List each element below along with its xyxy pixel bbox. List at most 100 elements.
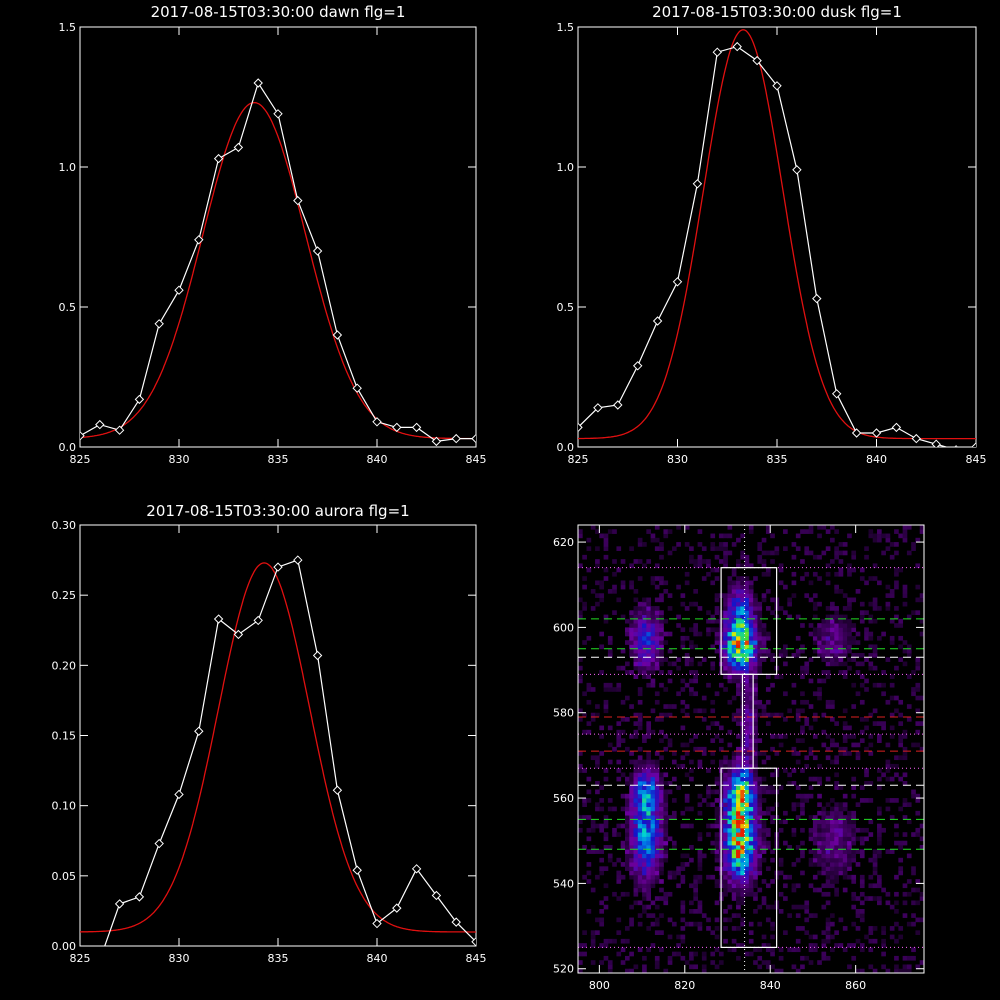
heatmap-cell-326 [633, 866, 639, 871]
heatmap-cell-1237 [727, 657, 733, 662]
heatmap-cell-269 [629, 951, 634, 957]
heatmap-cell-2054 [804, 529, 810, 534]
heatmap-cell-2397 [842, 853, 848, 859]
aurora-xtick-label-1: 830 [169, 952, 190, 965]
heatmap-cell-764 [663, 789, 669, 795]
heatmap-cell-2265 [830, 836, 835, 842]
heatmap-cell-2581 [868, 964, 874, 970]
heatmap-cell-1071 [714, 546, 720, 551]
heatmap-cell-2211 [825, 857, 831, 863]
heatmap-cell-1794 [761, 823, 767, 829]
heatmap-cell-220 [620, 823, 626, 829]
heatmap-cell-2161 [821, 891, 827, 897]
heatmap-cell-628 [654, 921, 660, 927]
heatmap-cell-471 [642, 785, 647, 790]
heatmap-cell-1108 [718, 725, 724, 731]
heatmap-cell-2127 [817, 836, 822, 842]
heatmap-cell-349 [633, 768, 639, 773]
heatmap-cell-1960 [791, 887, 797, 893]
heatmap-cell-1330 [736, 943, 741, 948]
heatmap-cell-103 [599, 909, 605, 914]
heatmap-cell-333 [633, 836, 639, 842]
heatmap-cell-793 [667, 712, 673, 718]
heatmap-cell-979 [701, 708, 707, 714]
dawn-point-6 [194, 235, 204, 245]
heatmap-cell-1768 [757, 635, 763, 641]
heatmap-cell-260 [624, 717, 630, 722]
heatmap-cell-274 [629, 870, 634, 876]
dawn-point-19 [451, 433, 461, 444]
heatmap-cell-1159 [723, 785, 728, 790]
heatmap-cell-1407 [740, 943, 745, 948]
heatmap-cell-2270 [830, 815, 835, 820]
heatmap-cell-2326 [834, 721, 839, 726]
heatmap-cell-647 [654, 815, 660, 820]
heatmap-cell-2527 [855, 589, 861, 594]
heatmap-cell-1484 [740, 584, 745, 590]
heatmap-cell-1990 [795, 793, 801, 799]
heatmap-cell-779 [663, 529, 669, 534]
heatmap-cell-1416 [740, 874, 745, 880]
heatmap-cell-695 [659, 862, 664, 867]
heatmap-cell-1561 [744, 597, 750, 603]
heatmap-cell-1168 [723, 674, 728, 679]
heatmap-cell-2502 [851, 623, 857, 628]
heatmap-cell-506 [646, 891, 652, 897]
heatmap-cell-525 [646, 810, 652, 816]
heatmap-cell-2780 [902, 883, 908, 889]
heatmap-cell-1717 [753, 623, 758, 628]
heatmap-cell-803 [667, 529, 673, 534]
heatmap-cell-1355 [736, 810, 741, 816]
heatmap-cell-2034 [804, 955, 810, 961]
heatmap-cell-710 [659, 798, 664, 803]
heatmap-cell-759 [663, 810, 669, 816]
heatmap-cell-2542 [859, 836, 865, 842]
heatmap-cell-162 [607, 798, 613, 803]
heatmap-cell-1511 [744, 810, 750, 816]
heatmap-cell-2165 [821, 862, 827, 867]
heatmap-cell-1238 [727, 653, 733, 658]
heatmap-cell-1468 [740, 653, 745, 658]
heatmap-cell-693 [659, 870, 664, 876]
heatmap-cell-1058 [714, 648, 720, 654]
heatmap-cell-2545 [859, 785, 865, 790]
heatmap-cell-100 [599, 943, 605, 948]
heatmap-cell-2611 [872, 938, 878, 944]
heatmap-cell-2664 [881, 951, 886, 957]
heatmap-cell-773 [663, 640, 669, 645]
heatmap-cell-1371 [736, 734, 741, 739]
heatmap-cell-1127 [718, 546, 724, 551]
heatmap-cell-2278 [830, 704, 835, 709]
heatmap-cell-147 [603, 576, 609, 581]
heatmap-cell-2596 [868, 734, 874, 739]
heatmap-cell-536 [646, 763, 652, 769]
heatmap-cell-1435 [740, 793, 745, 799]
heatmap-cell-2395 [842, 862, 848, 867]
heatmap-cell-1616 [748, 712, 754, 718]
heatmap-cell-2704 [889, 815, 895, 820]
heatmap-cell-1713 [753, 640, 758, 645]
heatmap-cell-576 [650, 857, 656, 863]
heatmap-cell-1266 [731, 887, 737, 893]
heatmap-cell-1977 [791, 554, 797, 560]
heatmap-cell-22 [582, 951, 587, 957]
heatmap-cell-2622 [872, 708, 878, 714]
heatmap-cell-913 [689, 554, 694, 560]
heatmap-cell-841 [680, 904, 686, 910]
heatmap-cell-1412 [740, 891, 745, 897]
heatmap-cell-418 [637, 687, 643, 692]
heatmap-cell-2094 [812, 840, 818, 846]
heatmap-cell-1625 [748, 674, 754, 679]
heatmap-cell-1153 [723, 810, 728, 816]
heatmap-cell-579 [650, 845, 656, 850]
heatmap-cell-797 [667, 661, 673, 667]
heatmap-cell-449 [642, 879, 647, 884]
heatmap-cell-2807 [906, 921, 912, 927]
heatmap-cell-2284 [830, 644, 835, 650]
heatmap-cell-44 [586, 849, 592, 854]
heatmap-cell-1342 [736, 866, 741, 871]
heatmap-cell-668 [654, 653, 660, 658]
heatmap-cell-338 [633, 815, 639, 820]
heatmap-cell-1149 [723, 827, 728, 833]
heatmap-cell-869 [684, 806, 690, 812]
